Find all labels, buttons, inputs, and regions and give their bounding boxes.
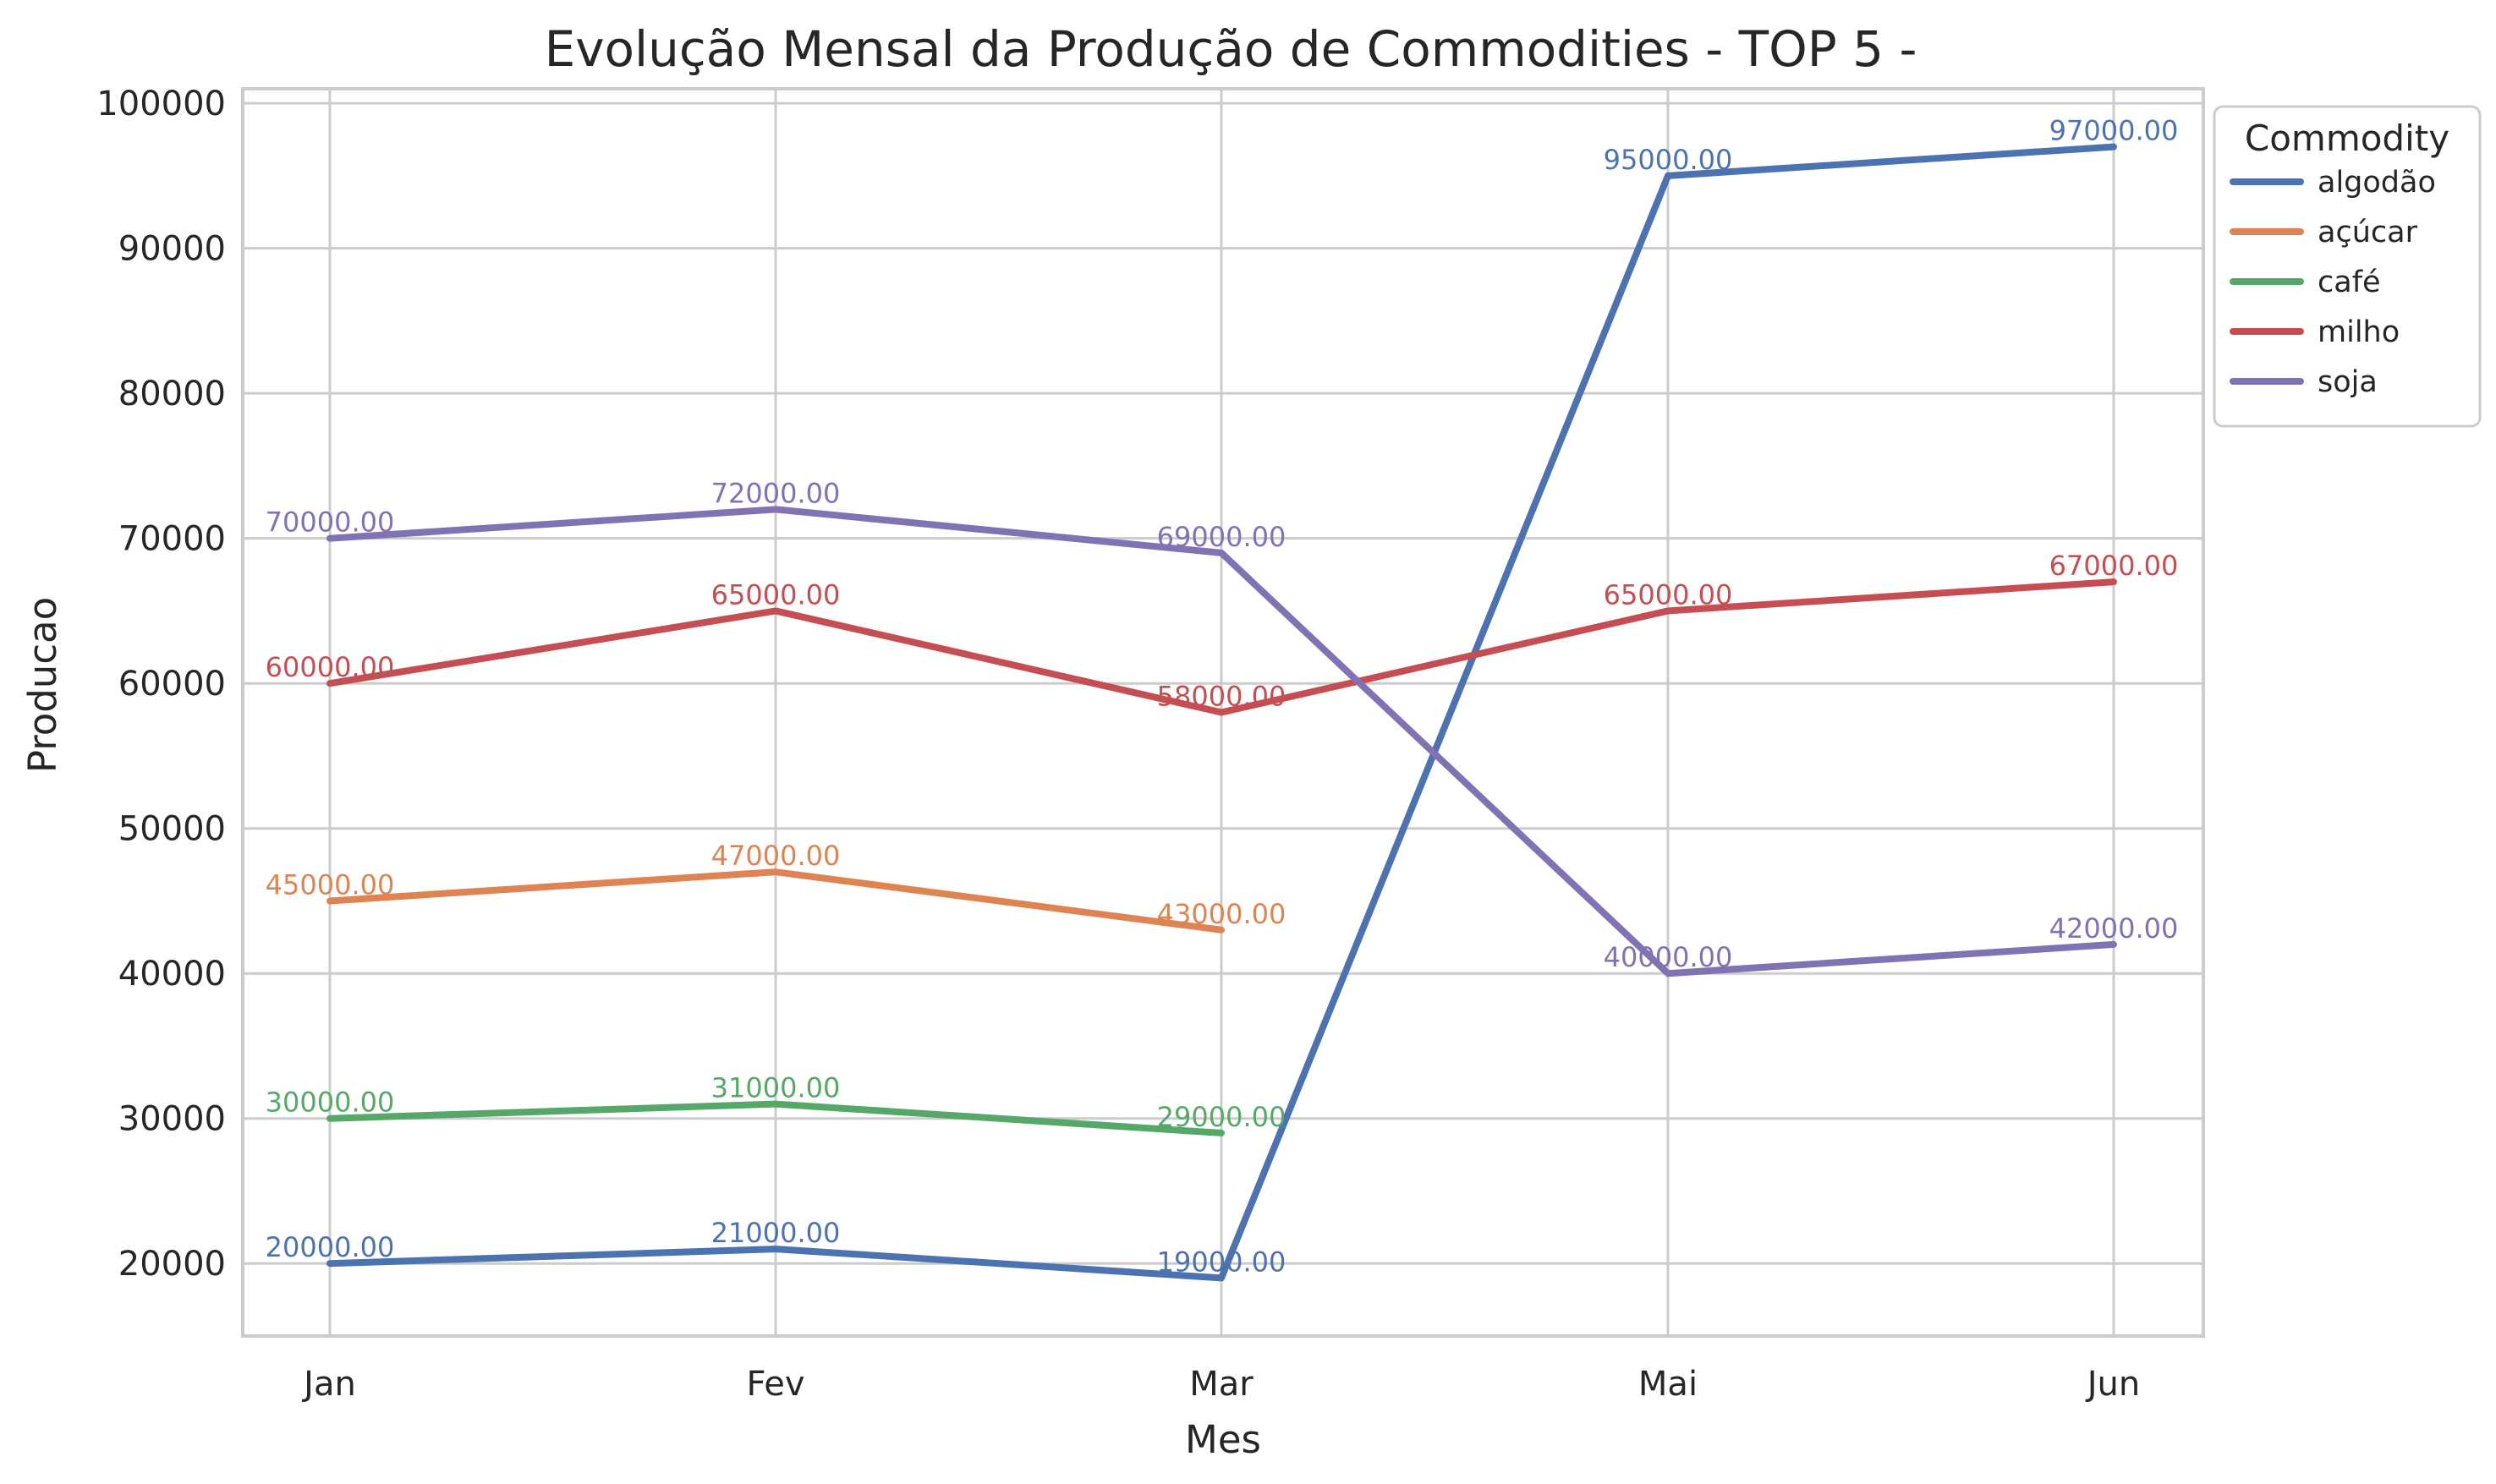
- y-tick-label: 50000: [118, 810, 226, 849]
- legend-title: Commodity: [2245, 118, 2449, 159]
- x-tick-label: Jun: [2085, 1365, 2141, 1404]
- data-label: 45000.00: [266, 868, 395, 901]
- data-label: 58000.00: [1157, 681, 1286, 713]
- y-tick-label: 40000: [118, 955, 226, 994]
- data-label: 19000.00: [1157, 1246, 1286, 1278]
- data-label: 69000.00: [1157, 521, 1286, 553]
- legend-label: soja: [2318, 365, 2378, 399]
- y-tick-label: 60000: [118, 665, 226, 704]
- plot-frame: [241, 87, 2205, 1338]
- x-tick-label: Mar: [1189, 1365, 1253, 1404]
- data-label: 40000.00: [1604, 941, 1733, 973]
- legend-label: algodão: [2318, 166, 2436, 200]
- y-tick-label: 70000: [118, 520, 226, 559]
- data-label: 72000.00: [711, 477, 841, 509]
- y-axis-label: Producao: [20, 597, 65, 773]
- legend-label: milho: [2318, 315, 2400, 349]
- series-lines: [326, 143, 2117, 1282]
- data-label: 30000.00: [266, 1087, 395, 1119]
- data-label: 60000.00: [266, 651, 395, 683]
- x-tick-label: Mai: [1638, 1365, 1698, 1404]
- legend-label: açúcar: [2318, 216, 2418, 249]
- data-label: 42000.00: [2049, 912, 2179, 945]
- data-label: 31000.00: [711, 1072, 841, 1104]
- data-label: 47000.00: [711, 840, 841, 872]
- data-label: 43000.00: [1157, 898, 1286, 930]
- series-line-açúcar: [326, 868, 1225, 934]
- grid: [243, 89, 2203, 1336]
- x-tick-label: Jan: [301, 1365, 356, 1404]
- legend-items: algodão açúcar café milho soja: [2230, 166, 2436, 399]
- y-tick-label: 90000: [118, 230, 226, 269]
- data-label: 67000.00: [2049, 550, 2179, 582]
- legend-label: café: [2318, 266, 2381, 299]
- y-tick-label: 100000: [96, 85, 226, 123]
- series-line-algodão: [326, 143, 2117, 1282]
- legend-box: [2213, 105, 2482, 428]
- chart-title: Evolução Mensal da Produção de Commoditi…: [545, 20, 1917, 78]
- data-label: 20000.00: [266, 1231, 395, 1263]
- x-tick-label: Fev: [746, 1365, 804, 1404]
- data-label: 65000.00: [1604, 578, 1733, 611]
- y-tick-label: 80000: [118, 375, 226, 413]
- y-tick-label: 30000: [118, 1100, 226, 1139]
- series-line-soja: [326, 506, 2117, 977]
- data-label: 65000.00: [711, 578, 841, 611]
- data-label: 21000.00: [711, 1217, 841, 1249]
- data-label: 70000.00: [266, 507, 395, 539]
- data-labels: 20000.00 21000.00 19000.00 95000.00 97000.00…: [266, 115, 2179, 1279]
- legend: Commodity algodão açúcar café milho soja: [2213, 105, 2482, 428]
- x-axis-label: Mes: [1185, 1417, 1261, 1462]
- y-tick-label: 20000: [118, 1245, 226, 1284]
- data-label: 95000.00: [1604, 144, 1733, 176]
- data-label: 97000.00: [2049, 115, 2179, 147]
- series-line-café: [326, 1100, 1225, 1136]
- series-line-milho: [326, 578, 2117, 716]
- axis-ticks: 20000 30000 40000 50000 60000 70000 80000 90000…: [96, 85, 2140, 1404]
- data-label: 29000.00: [1157, 1101, 1286, 1133]
